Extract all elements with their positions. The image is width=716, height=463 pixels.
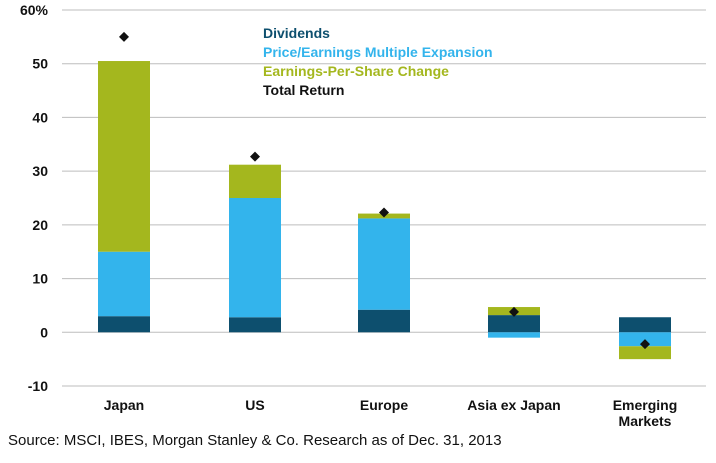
y-tick-label: 50 [32,56,48,72]
total-return-markers [119,31,650,350]
total-return-marker [509,306,519,317]
x-category-label: US [245,397,264,413]
y-axis-ticks: 60% 50 40 30 20 10 0 -10 [20,2,49,394]
total-return-marker [119,31,129,42]
legend-entry: Total Return [263,82,344,98]
legend: Dividends Price/Earnings Multiple Expansi… [263,25,493,98]
y-tick-label: 10 [32,271,48,287]
legend-entry: Earnings-Per-Share Change [263,63,449,79]
y-tick-label: 40 [32,109,48,125]
total-return-marker [379,207,389,218]
x-category-label: Emerging [613,397,678,413]
bar-segment-1 [358,309,410,333]
legend-entry: Dividends [263,25,330,41]
bar-segment-3 [229,164,281,198]
y-tick-label: 30 [32,163,48,179]
bar-segment-3 [98,61,150,252]
x-category-label: Asia ex Japan [467,397,560,413]
x-category-label: Europe [360,397,408,413]
total-return-marker [250,151,260,162]
y-tick-label: 20 [32,217,48,233]
bar-segment-2 [488,332,540,338]
bar-segment-1 [619,317,671,333]
legend-entry: Price/Earnings Multiple Expansion [263,44,493,60]
bar-segment-2 [358,218,410,310]
y-tick-label: -10 [28,378,48,394]
source-note: Source: MSCI, IBES, Morgan Stanley & Co.… [8,432,502,449]
bar-segment-1 [488,315,540,333]
bar-segment-3 [619,346,671,360]
x-axis-categories: Japan US Europe Asia ex Japan EmergingMarket… [104,397,678,429]
bar-segment-1 [98,316,150,333]
y-tick-label: 60% [20,2,49,18]
bar-segment-2 [98,251,150,317]
x-category-label: Japan [104,397,144,413]
x-category-label: Markets [619,413,672,429]
y-tick-label: 0 [40,324,48,340]
bar-segment-2 [229,198,281,318]
total-return-marker [640,339,650,350]
bar-segment-1 [229,317,281,333]
